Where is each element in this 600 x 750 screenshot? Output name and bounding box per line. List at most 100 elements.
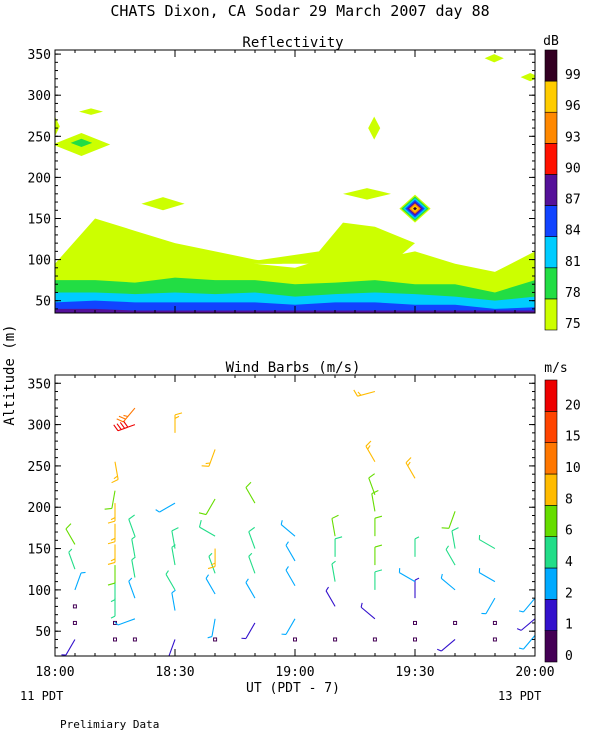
wind-legend-swatch-2 — [544, 567, 558, 600]
wind-barb — [61, 639, 76, 656]
wind-legend-label-8: 8 — [565, 492, 573, 507]
wind-barb-feather — [110, 558, 116, 562]
wind-barb-shaft — [523, 634, 535, 650]
wind-barb — [365, 440, 376, 463]
wind-barb-shaft — [451, 530, 456, 549]
wind-barb-shaft — [405, 462, 416, 479]
wind-barb-feather — [107, 561, 116, 565]
wind-barb-shaft — [168, 639, 176, 656]
wind-barb-feather — [128, 577, 133, 582]
wind-barb-feather — [248, 552, 253, 557]
time-axis-label: UT (PDT - 7) — [246, 681, 340, 696]
wind-barb-feather — [374, 515, 383, 519]
wind-barb-feather — [155, 509, 160, 513]
reflectivity-plot-area — [55, 54, 535, 313]
wind-barb-feather — [111, 479, 119, 484]
wind-barb-shaft — [248, 531, 256, 549]
wind-barb-feather — [208, 552, 213, 557]
wind-barb-shaft — [171, 547, 176, 566]
refl-y-tick-label-350: 350 — [28, 48, 51, 63]
reflectivity-legend-title: dB — [543, 34, 559, 49]
x-tick-label-0: 18:00 — [35, 665, 74, 680]
wind-barb-feather — [368, 473, 375, 479]
wind-barb — [360, 602, 376, 620]
wind-barb-calm — [113, 637, 117, 642]
refl-legend-label-75: 75 — [565, 317, 581, 332]
wind-barb-calm — [293, 637, 297, 642]
wind-barb-shaft — [245, 582, 256, 599]
reflectivity-area-1 — [235, 222, 415, 264]
wind-barb — [207, 548, 216, 570]
wind-barb — [198, 519, 216, 537]
reflectivity-patch-2 — [79, 108, 103, 115]
x-tick-label-1: 18:30 — [155, 665, 194, 680]
wind-barb — [478, 535, 496, 550]
wind-barb-feather — [110, 599, 116, 603]
wind-barb-feather — [198, 519, 202, 528]
wind-barb — [174, 412, 183, 433]
refl-y-tick-label-250: 250 — [28, 130, 51, 145]
refl-legend-label-96: 96 — [565, 99, 581, 114]
wind-barb-feather — [107, 582, 116, 586]
wind-barb — [331, 514, 339, 537]
wind-y-tick-label-300: 300 — [28, 419, 51, 434]
wind-barb — [325, 586, 336, 607]
wind-barb-feather — [110, 537, 116, 541]
wind-barb-feather — [374, 569, 383, 573]
wind-legend-label-2: 2 — [565, 586, 573, 601]
wind-barb-shaft — [131, 539, 136, 557]
wind-barb-feather — [81, 571, 86, 574]
wind-legend-swatch-6 — [544, 505, 558, 537]
wind-barb-shaft — [55, 576, 56, 578]
wind-barb — [398, 568, 416, 583]
wind-barb-feather — [441, 527, 449, 529]
wind-barb-shaft — [360, 606, 376, 620]
wind-barb — [334, 536, 343, 557]
wind-barb — [516, 618, 535, 631]
wind-barb-calm — [72, 604, 77, 609]
wind-barb-feather — [414, 536, 420, 540]
wind-barb-calm — [132, 637, 137, 642]
wind-barb-feather — [165, 570, 169, 575]
wind-barb-shaft — [368, 477, 376, 496]
wind-barb-feather — [207, 566, 216, 570]
wind-barb-feather — [171, 527, 179, 532]
wind-y-tick-label-200: 200 — [28, 501, 51, 516]
wind-barb-feather — [131, 535, 136, 540]
wind-barb-feather — [374, 544, 383, 548]
wind-barb — [248, 552, 256, 574]
wind-y-tick-label-150: 150 — [28, 543, 51, 558]
wind-legend-swatch-1 — [544, 599, 558, 631]
wind-y-tick-label-350: 350 — [28, 377, 51, 392]
wind-barb — [104, 490, 116, 510]
wind-barb — [280, 520, 296, 537]
wind-barbs-plot-area — [55, 389, 535, 656]
wind-barb-shaft — [248, 556, 256, 574]
wind-barb — [55, 535, 56, 537]
wind-barb-shaft — [445, 549, 456, 566]
refl-y-tick-label-200: 200 — [28, 171, 51, 186]
time-x-axis: 18:00 18:30 19:00 19:30 20:00 — [35, 50, 555, 680]
wind-barb-feather — [68, 548, 73, 553]
wind-barb-shaft — [399, 572, 416, 583]
wind-barb — [167, 639, 176, 656]
wind-barb-shaft — [440, 577, 456, 591]
wind-barb-feather — [357, 391, 362, 396]
wind-barb-feather — [518, 610, 524, 613]
reflectivity-panel-title: Reflectivity — [242, 35, 343, 51]
wind-barb-shaft — [371, 493, 376, 512]
wind-barb — [155, 502, 176, 513]
wind-barb-shaft — [245, 487, 256, 504]
reflectivity-patch-6 — [141, 197, 185, 211]
refl-y-tick-label-300: 300 — [28, 89, 51, 104]
wind-barb-shaft — [111, 490, 116, 509]
wind-barb — [440, 573, 456, 591]
x-tick-label-2: 19:00 — [275, 665, 314, 680]
wind-barb-feather — [110, 517, 116, 521]
wind-barb — [405, 457, 416, 479]
refl-legend-swatch-78 — [544, 267, 558, 300]
wind-barb — [248, 526, 256, 549]
wind-barb — [65, 523, 76, 545]
wind-legend-label-0: 0 — [565, 649, 573, 664]
